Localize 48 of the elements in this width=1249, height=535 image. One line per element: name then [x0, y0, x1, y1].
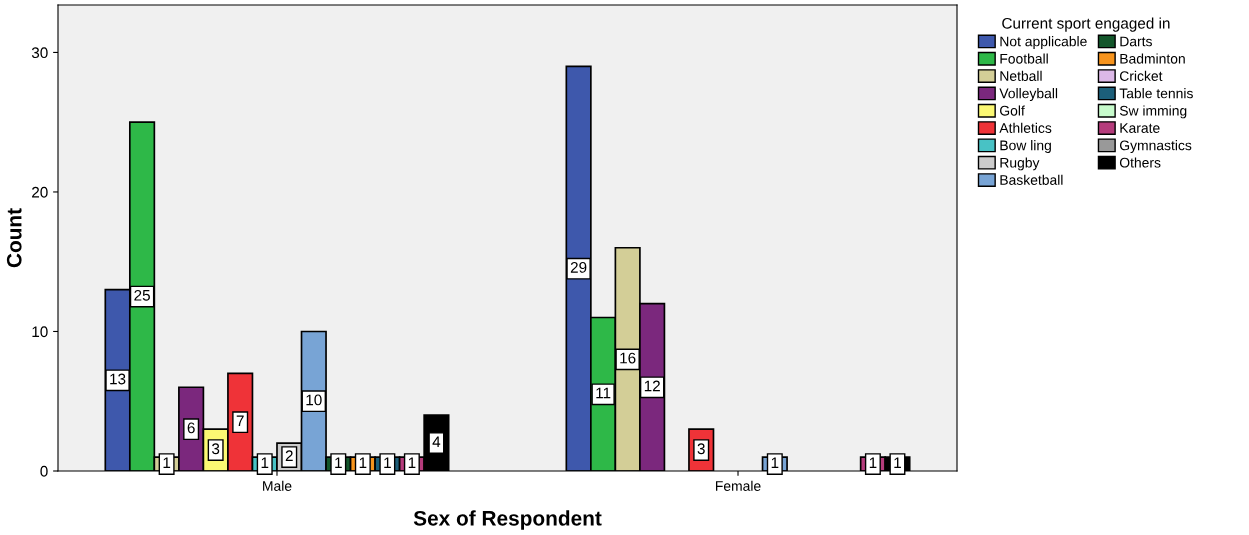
y-tick-label: 10	[32, 326, 48, 338]
y-axis-title: Count	[6, 208, 22, 268]
legend-title: Current sport engaged in	[1002, 17, 1170, 32]
y-tick-label: 0	[40, 465, 48, 477]
data-label: 4	[432, 436, 441, 448]
legend-label: Darts	[1120, 36, 1152, 47]
legend-label: Football	[1000, 53, 1048, 64]
y-tick-label: 30	[31, 47, 48, 59]
data-label: 1	[384, 457, 391, 468]
legend-label: Rugby	[1000, 157, 1040, 171]
legend-label: Badminton	[1120, 53, 1185, 64]
data-label: 1	[771, 457, 779, 468]
x-tick-label: Male	[263, 480, 292, 491]
legend-label: Gymnastics	[1119, 140, 1192, 154]
data-label: 13	[110, 373, 126, 385]
legend-label: Basketball	[1000, 174, 1063, 185]
legend-label: Athletics	[999, 122, 1052, 133]
data-label: 3	[697, 443, 705, 455]
data-label: 25	[134, 289, 150, 301]
data-label: 1	[894, 457, 901, 468]
data-label: 2	[285, 450, 293, 461]
y-tick-label: 20	[32, 186, 48, 198]
data-label: 1	[408, 457, 416, 468]
x-axis-title: Sex of Respondent	[413, 510, 602, 530]
legend-label: Not applicable	[1000, 36, 1087, 50]
legend-label: Others	[1119, 157, 1161, 168]
legend-label: Bow ling	[1000, 140, 1051, 154]
data-label: 11	[596, 387, 611, 399]
data-label: 3	[212, 443, 220, 455]
data-label: 1	[869, 457, 877, 468]
data-label: 6	[187, 422, 195, 434]
data-label: 10	[306, 394, 322, 406]
legend-label: Karate	[1120, 123, 1160, 133]
legend-label: Netball	[1000, 70, 1042, 81]
data-label: 1	[335, 457, 342, 468]
data-label: 1	[359, 457, 367, 468]
legend-label: Cricket	[1119, 70, 1163, 81]
data-label: 16	[620, 352, 636, 364]
data-label: 29	[570, 261, 587, 273]
data-label: 12	[644, 380, 660, 392]
data-label: 1	[163, 457, 171, 468]
data-label: 7	[236, 415, 244, 427]
legend-label: Table tennis	[1119, 88, 1193, 99]
legend-label: Volleyball	[999, 88, 1058, 102]
x-tick-label: Female	[716, 480, 761, 491]
legend-label: Sw imming	[1119, 105, 1187, 119]
legend-label: Golf	[1000, 105, 1025, 116]
data-label: 1	[261, 457, 269, 468]
